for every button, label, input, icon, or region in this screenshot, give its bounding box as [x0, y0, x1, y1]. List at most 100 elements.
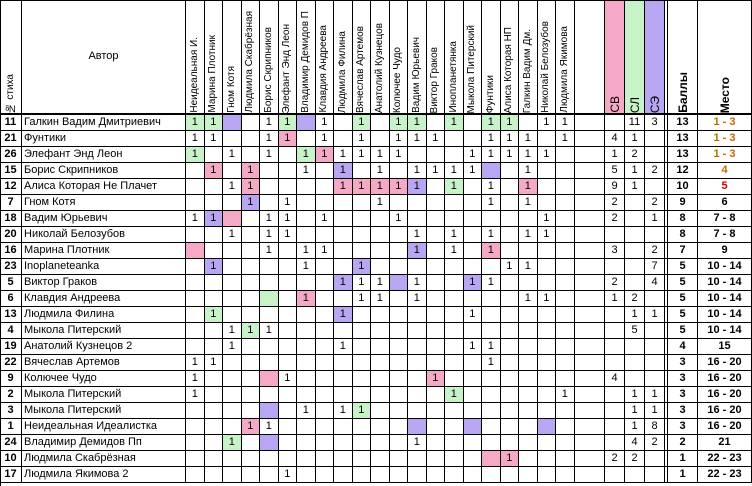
row-author: Неидеальная Идеалистка [22, 419, 186, 435]
vote-cell [186, 195, 205, 211]
header-judge: Мыкола Питерский [463, 0, 482, 115]
stat-cell-sv: 4 [605, 371, 625, 387]
header-poem-number-label: № стиха [4, 73, 16, 113]
vote-cell [537, 131, 556, 147]
row-score: 7 [668, 243, 698, 259]
vote-cell [352, 371, 371, 387]
vote-cell [371, 115, 390, 131]
stat-cell-se: 2 [645, 163, 665, 179]
vote-cell [463, 323, 482, 339]
stat-cell-sl: 1 [625, 179, 645, 195]
vote-cell [537, 195, 556, 211]
vote-cell: 1 [537, 115, 556, 131]
vote-cell [408, 147, 427, 163]
vote-cell [445, 131, 464, 147]
vote-cell [389, 163, 408, 179]
row-author: Мыкола Питерский [22, 403, 186, 419]
row-separator [665, 259, 668, 275]
vote-cell: 1 [371, 179, 390, 195]
vote-cell [445, 275, 464, 291]
vote-cell [334, 211, 353, 227]
vote-cell: 1 [241, 195, 260, 211]
vote-cell [352, 467, 371, 483]
stat-cell-se [645, 355, 665, 371]
vote-cell [186, 163, 205, 179]
vote-cell: 1 [389, 179, 408, 195]
vote-cell: 1 [426, 163, 445, 179]
vote-cell [241, 467, 260, 483]
vote-cell [204, 451, 223, 467]
vote-cell [500, 419, 519, 435]
vote-cell [426, 211, 445, 227]
vote-cell [537, 323, 556, 339]
vote-cell: 1 [278, 371, 297, 387]
header-separator [665, 0, 668, 115]
vote-cell [389, 387, 408, 403]
vote-cell: 1 [537, 211, 556, 227]
vote-cell: 1 [408, 179, 427, 195]
row-score: 5 [668, 323, 698, 339]
vote-cell: 1 [315, 147, 334, 163]
vote-cell [315, 259, 334, 275]
vote-cell: 1 [315, 115, 334, 131]
row-author: Борис Скрипников [22, 163, 186, 179]
vote-cell [519, 467, 538, 483]
header-judge-label: Фунтики [484, 74, 496, 113]
header-stat-3-label: СЭ [647, 95, 662, 113]
vote-cell [334, 435, 353, 451]
vote-cell [223, 115, 242, 131]
vote-cell: 1 [519, 259, 538, 275]
vote-cell [352, 387, 371, 403]
vote-cell [445, 451, 464, 467]
vote-cell [389, 227, 408, 243]
row-score: 5 [668, 291, 698, 307]
vote-cell: 1 [463, 275, 482, 291]
vote-cell [334, 131, 353, 147]
row-separator [574, 307, 605, 323]
row-score: 1 [668, 451, 698, 467]
row-separator [574, 243, 605, 259]
vote-cell [500, 355, 519, 371]
row-separator [665, 131, 668, 147]
vote-cell [463, 419, 482, 435]
vote-cell: 1 [482, 275, 501, 291]
header-judge-label: Элефант Энд Леон [281, 23, 293, 113]
vote-cell [241, 451, 260, 467]
vote-cell: 1 [204, 115, 223, 131]
row-author: Мыкола Питерский [22, 323, 186, 339]
stat-cell-sv: 3 [605, 243, 625, 259]
row-poem-number: 16 [0, 243, 22, 259]
vote-cell [556, 419, 575, 435]
vote-cell [315, 371, 334, 387]
vote-cell: 1 [371, 275, 390, 291]
row-score: 5 [668, 275, 698, 291]
row-score: 9 [668, 195, 698, 211]
header-judge: Людмила Филина [334, 0, 353, 115]
row-score: 3 [668, 387, 698, 403]
vote-cell [500, 339, 519, 355]
vote-cell: 1 [408, 291, 427, 307]
row-separator [665, 451, 668, 467]
vote-cell [463, 435, 482, 451]
vote-cell: 1 [389, 115, 408, 131]
vote-cell [389, 275, 408, 291]
vote-cell [556, 467, 575, 483]
vote-cell: 1 [204, 355, 223, 371]
stat-cell-se: 7 [645, 259, 665, 275]
vote-cell: 1 [519, 227, 538, 243]
vote-cell [463, 195, 482, 211]
stat-cell-sl: 1 [625, 163, 645, 179]
vote-cell: 1 [482, 115, 501, 131]
vote-cell [186, 243, 205, 259]
vote-cell [260, 275, 279, 291]
vote-cell: 1 [334, 403, 353, 419]
row-author: Владимир Демидов Пп [22, 435, 186, 451]
vote-cell [408, 451, 427, 467]
vote-cell [204, 195, 223, 211]
vote-cell: 1 [482, 131, 501, 147]
vote-cell [519, 115, 538, 131]
vote-cell [297, 275, 316, 291]
vote-cell: 1 [482, 179, 501, 195]
vote-cell [389, 243, 408, 259]
vote-cell [519, 339, 538, 355]
